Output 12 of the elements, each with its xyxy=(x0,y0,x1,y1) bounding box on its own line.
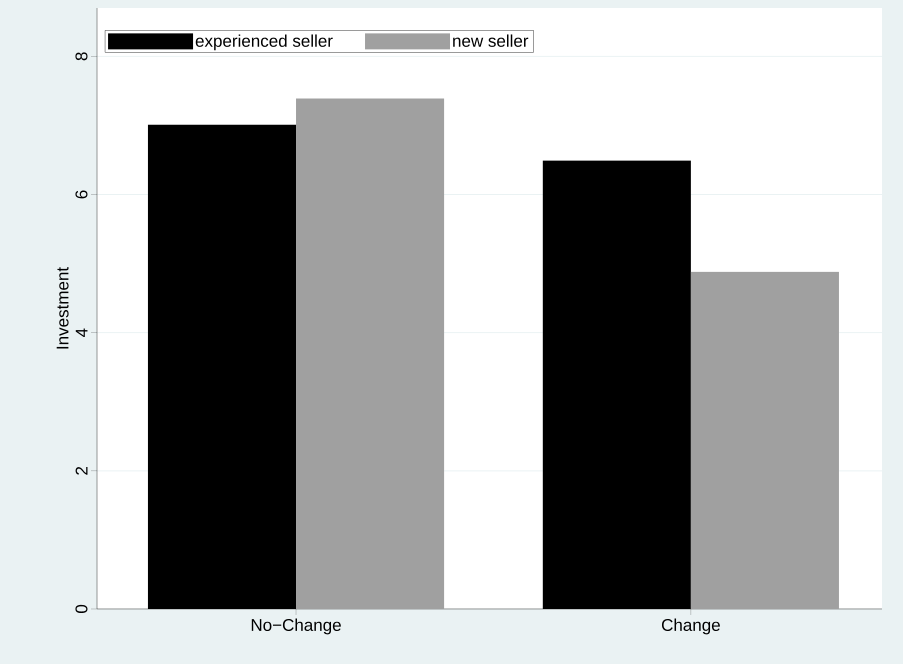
legend-label: experienced seller xyxy=(196,34,333,50)
y-tick-label: 4 xyxy=(76,328,88,338)
y-tick-label: 6 xyxy=(75,190,88,198)
y-tick-label: 8 xyxy=(75,52,88,60)
y-tick-label: 0 xyxy=(75,604,88,614)
y-tick-label: 2 xyxy=(76,466,88,475)
bar xyxy=(296,98,444,609)
x-tick-label: No−Change xyxy=(252,618,341,634)
legend-label: new seller xyxy=(453,34,528,47)
y-axis-title: Investment xyxy=(56,267,69,348)
x-tick-label: Change xyxy=(662,618,720,634)
bar xyxy=(690,272,839,609)
